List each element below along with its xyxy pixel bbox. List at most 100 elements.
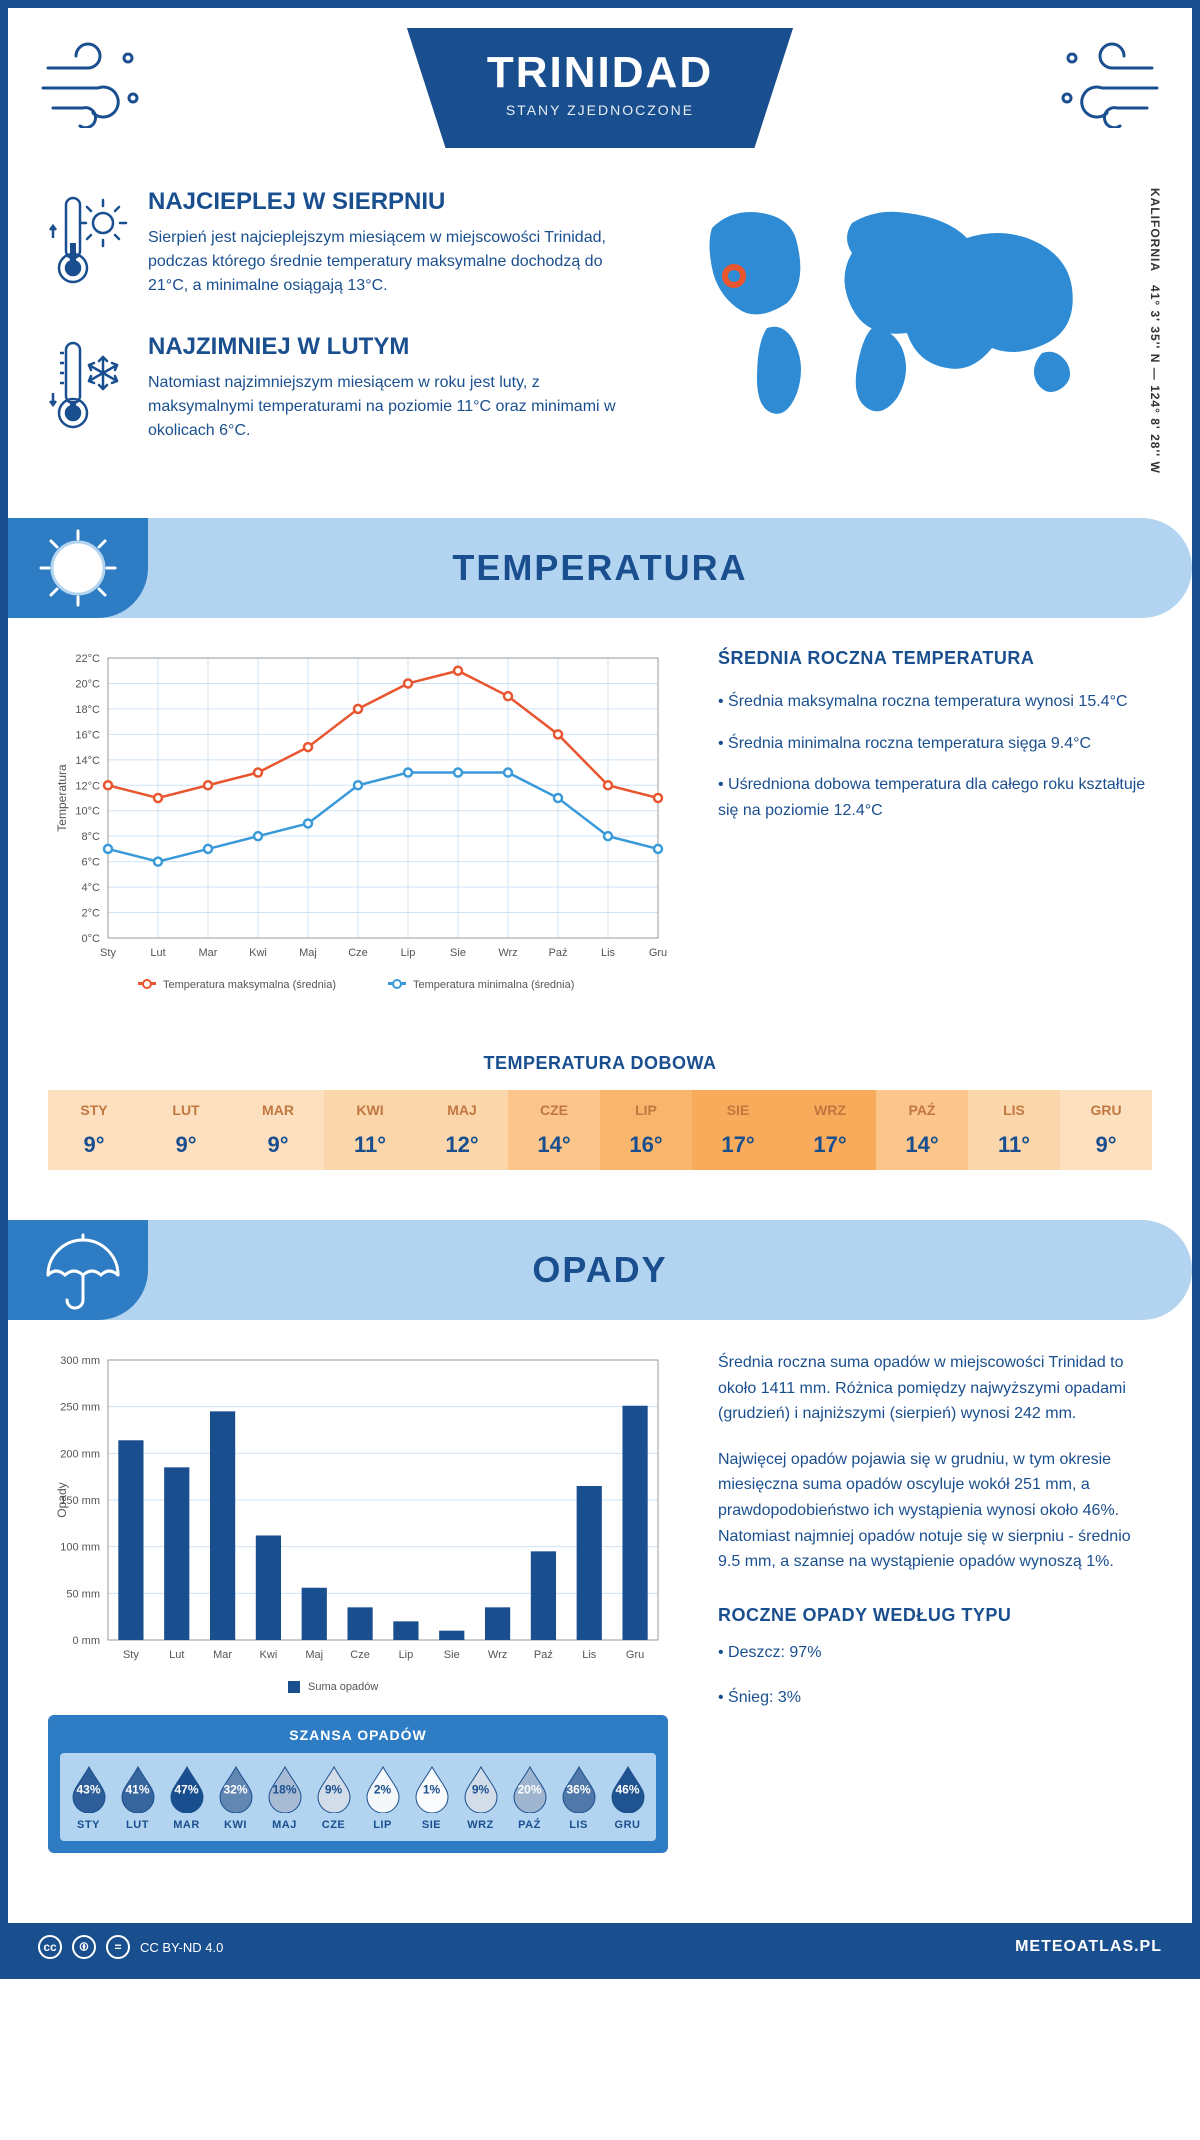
daily-cell: STY 9° xyxy=(48,1090,140,1170)
hot-text: NAJCIEPLEJ W SIERPNIU Sierpień jest najc… xyxy=(148,188,632,303)
chance-month: SIE xyxy=(407,1819,456,1831)
chance-cell: 41% LUT xyxy=(113,1763,162,1831)
precip-type2: • Śnieg: 3% xyxy=(718,1685,1152,1711)
daily-cell: KWI 11° xyxy=(324,1090,416,1170)
precip-p1: Średnia roczna suma opadów w miejscowośc… xyxy=(718,1350,1152,1427)
svg-text:300 mm: 300 mm xyxy=(60,1355,100,1367)
thermometer-sun-icon xyxy=(48,188,128,303)
chance-row: 43% STY 41% LUT 47% MAR xyxy=(60,1753,656,1841)
precip-info: Średnia roczna suma opadów w miejscowośc… xyxy=(718,1350,1152,1853)
daily-cell: WRZ 17° xyxy=(784,1090,876,1170)
chance-month: PAŹ xyxy=(505,1819,554,1831)
cold-body: Natomiast najzimniejszym miesiącem w rok… xyxy=(148,371,632,443)
drop-value: 46% xyxy=(615,1782,639,1796)
drop-icon: 18% xyxy=(265,1763,305,1813)
drop-value: 41% xyxy=(125,1782,149,1796)
daily-cell: MAR 9° xyxy=(232,1090,324,1170)
chance-band: SZANSA OPADÓW 43% STY 41% LUT xyxy=(48,1715,668,1853)
daily-value: 9° xyxy=(140,1132,232,1158)
chance-month: CZE xyxy=(309,1819,358,1831)
svg-text:250 mm: 250 mm xyxy=(60,1402,100,1414)
drop-value: 9% xyxy=(472,1782,489,1796)
svg-text:Mar: Mar xyxy=(199,947,218,959)
daily-cell: SIE 17° xyxy=(692,1090,784,1170)
precip-type-title: ROCZNE OPADY WEDŁUG TYPU xyxy=(718,1605,1152,1626)
svg-text:Sie: Sie xyxy=(450,947,466,959)
svg-text:Paź: Paź xyxy=(549,947,568,959)
svg-text:100 mm: 100 mm xyxy=(60,1542,100,1554)
daily-value: 17° xyxy=(692,1132,784,1158)
chance-cell: 20% PAŹ xyxy=(505,1763,554,1831)
map-block: KALIFORNIA 41° 3' 35'' N — 124° 8' 28'' … xyxy=(672,188,1152,478)
svg-text:22°C: 22°C xyxy=(75,653,100,665)
drop-icon: 2% xyxy=(363,1763,403,1813)
daily-month: LIS xyxy=(968,1102,1060,1118)
daily-value: 9° xyxy=(48,1132,140,1158)
drop-icon: 9% xyxy=(314,1763,354,1813)
svg-text:Wrz: Wrz xyxy=(488,1649,507,1661)
svg-text:6°C: 6°C xyxy=(82,857,101,869)
chance-month: LUT xyxy=(113,1819,162,1831)
svg-text:16°C: 16°C xyxy=(75,729,100,741)
cc-icon: cc xyxy=(38,1935,62,1959)
temp-info-p1: • Średnia maksymalna roczna temperatura … xyxy=(718,689,1152,715)
svg-text:Lip: Lip xyxy=(399,1649,414,1661)
svg-text:Mar: Mar xyxy=(213,1649,232,1661)
daily-value: 12° xyxy=(416,1132,508,1158)
drop-value: 18% xyxy=(272,1782,296,1796)
daily-month: SIE xyxy=(692,1102,784,1118)
daily-cell: MAJ 12° xyxy=(416,1090,508,1170)
temp-info-p3: • Uśredniona dobowa temperatura dla całe… xyxy=(718,772,1152,823)
daily-month: MAJ xyxy=(416,1102,508,1118)
svg-text:Paź: Paź xyxy=(534,1649,553,1661)
chance-cell: 47% MAR xyxy=(162,1763,211,1831)
drop-icon: 46% xyxy=(608,1763,648,1813)
daily-cell: PAŹ 14° xyxy=(876,1090,968,1170)
daily-cell: LUT 9° xyxy=(140,1090,232,1170)
page-subtitle: STANY ZJEDNOCZONE xyxy=(487,102,713,118)
svg-text:12°C: 12°C xyxy=(75,780,100,792)
daily-month: PAŹ xyxy=(876,1102,968,1118)
daily-cell: GRU 9° xyxy=(1060,1090,1152,1170)
page: TRINIDAD STANY ZJEDNOCZONE xyxy=(0,0,1200,1979)
temp-banner: TEMPERATURA xyxy=(8,518,1192,618)
daily-month: CZE xyxy=(508,1102,600,1118)
nd-icon: = xyxy=(106,1935,130,1959)
daily-temp-title: TEMPERATURA DOBOWA xyxy=(8,1053,1192,1074)
page-title: TRINIDAD xyxy=(487,48,713,98)
temp-info-title: ŚREDNIA ROCZNA TEMPERATURA xyxy=(718,648,1152,669)
chance-cell: 2% LIP xyxy=(358,1763,407,1831)
daily-cell: LIP 16° xyxy=(600,1090,692,1170)
precip-section-title: OPADY xyxy=(8,1249,1192,1291)
chance-cell: 36% LIS xyxy=(554,1763,603,1831)
drop-value: 47% xyxy=(174,1782,198,1796)
temp-info: ŚREDNIA ROCZNA TEMPERATURA • Średnia mak… xyxy=(718,648,1152,1013)
footer: cc 🅯 = CC BY-ND 4.0 METEOATLAS.PL xyxy=(8,1923,1192,1971)
chance-cell: 9% CZE xyxy=(309,1763,358,1831)
precip-chart: 0 mm50 mm100 mm150 mm200 mm250 mm300 mmS… xyxy=(48,1350,668,1715)
temp-info-p2: • Średnia minimalna roczna temperatura s… xyxy=(718,731,1152,757)
chance-month: LIP xyxy=(358,1819,407,1831)
footer-license: cc 🅯 = CC BY-ND 4.0 xyxy=(38,1935,223,1959)
drop-icon: 32% xyxy=(216,1763,256,1813)
hot-body: Sierpień jest najcieplejszym miesiącem w… xyxy=(148,226,632,298)
svg-text:Opady: Opady xyxy=(55,1482,69,1517)
chance-month: MAR xyxy=(162,1819,211,1831)
temp-section: 0°C2°C4°C6°C8°C10°C12°C14°C16°C18°C20°C2… xyxy=(8,648,1192,1053)
svg-text:Gru: Gru xyxy=(626,1649,644,1661)
daily-value: 9° xyxy=(232,1132,324,1158)
thermometer-snow-icon xyxy=(48,333,128,448)
daily-cell: CZE 14° xyxy=(508,1090,600,1170)
header: TRINIDAD STANY ZJEDNOCZONE xyxy=(8,8,1192,168)
chance-cell: 1% SIE xyxy=(407,1763,456,1831)
header-banner: TRINIDAD STANY ZJEDNOCZONE xyxy=(407,28,793,148)
chance-cell: 43% STY xyxy=(64,1763,113,1831)
info-section: NAJCIEPLEJ W SIERPNIU Sierpień jest najc… xyxy=(8,168,1192,518)
svg-text:Cze: Cze xyxy=(350,1649,370,1661)
svg-text:Lip: Lip xyxy=(401,947,416,959)
svg-text:Maj: Maj xyxy=(305,1649,323,1661)
chance-month: MAJ xyxy=(260,1819,309,1831)
chance-month: GRU xyxy=(603,1819,652,1831)
svg-text:Sie: Sie xyxy=(444,1649,460,1661)
chance-cell: 9% WRZ xyxy=(456,1763,505,1831)
